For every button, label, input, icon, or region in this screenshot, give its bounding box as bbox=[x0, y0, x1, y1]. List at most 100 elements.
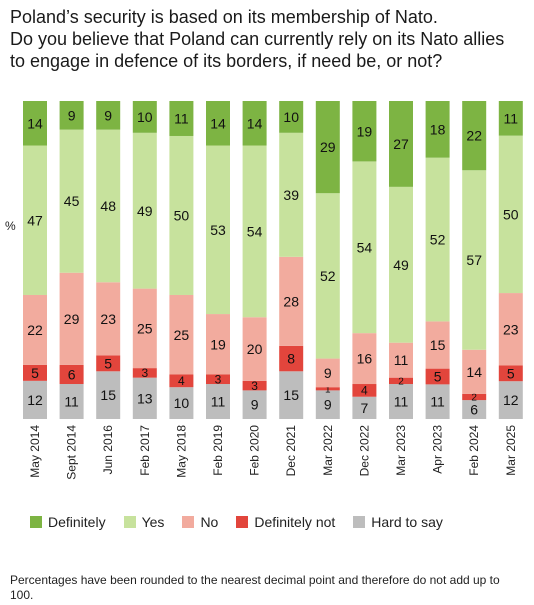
bar-segment-no bbox=[132, 288, 157, 369]
bar-segment-yes bbox=[169, 135, 194, 295]
data-label: 52 bbox=[320, 268, 336, 284]
data-label: 9 bbox=[68, 107, 76, 123]
bar-segment-hard-to-say bbox=[279, 371, 304, 419]
title-line-3: to engage in defence of its borders, if … bbox=[10, 51, 443, 71]
data-label: 14 bbox=[27, 115, 43, 131]
bar-segment-no bbox=[169, 294, 194, 375]
legend-item: No bbox=[182, 514, 218, 530]
bar-segment-yes bbox=[315, 193, 340, 359]
data-label: 25 bbox=[174, 327, 190, 343]
data-label: 50 bbox=[174, 208, 190, 224]
data-label: 22 bbox=[27, 322, 43, 338]
x-tick-label: May 2014 bbox=[28, 425, 42, 478]
chart-title: Poland’s security is based on its member… bbox=[10, 6, 530, 72]
bar-segment-definitely-not bbox=[96, 355, 121, 372]
data-label: 2 bbox=[471, 393, 477, 404]
data-label: 2 bbox=[398, 376, 404, 387]
legend-item: Hard to say bbox=[353, 514, 443, 530]
bar-segment-definitely bbox=[352, 101, 377, 162]
data-label: 11 bbox=[394, 352, 409, 368]
x-tick-label: Apr 2023 bbox=[431, 425, 445, 474]
data-label: 50 bbox=[503, 206, 519, 222]
data-label: 23 bbox=[503, 321, 519, 337]
bar-segment-definitely bbox=[279, 101, 304, 133]
data-label: 19 bbox=[357, 123, 373, 139]
data-label: 8 bbox=[287, 351, 295, 367]
data-label: 20 bbox=[247, 341, 263, 357]
bar-segment-yes bbox=[206, 145, 230, 315]
bar-segment-yes bbox=[279, 132, 304, 257]
legend-label: Definitely not bbox=[254, 514, 336, 530]
legend-swatch bbox=[30, 516, 42, 528]
bar-segment-definitely-not bbox=[169, 374, 194, 388]
data-label: 10 bbox=[137, 109, 153, 125]
bar-segment-hard-to-say bbox=[59, 384, 84, 419]
bar-segment-no bbox=[59, 272, 84, 365]
legend-swatch bbox=[236, 516, 249, 528]
legend-swatch bbox=[123, 516, 136, 528]
bar-segment-yes bbox=[242, 145, 267, 318]
chart-legend: Definitely Yes No Definitely not Hard to say bbox=[30, 514, 461, 530]
data-label: 9 bbox=[251, 397, 259, 413]
bar-segment-hard-to-say bbox=[389, 384, 413, 419]
bar-segment-definitely-not bbox=[462, 393, 487, 401]
data-label: 52 bbox=[430, 232, 446, 248]
x-tick-label: Feb 2017 bbox=[138, 425, 152, 476]
bar-segment-definitely bbox=[389, 101, 413, 187]
bar-segment-no bbox=[23, 294, 47, 365]
bar-segment-definitely bbox=[242, 101, 267, 146]
bar-segment-definitely bbox=[59, 101, 84, 130]
bar-segment-definitely-not bbox=[59, 364, 84, 385]
legend-swatch bbox=[182, 516, 195, 528]
legend-label: No bbox=[200, 514, 219, 530]
data-label: 27 bbox=[393, 136, 409, 152]
data-label: 57 bbox=[466, 252, 482, 268]
bar-segment-no bbox=[242, 317, 267, 381]
data-label: 12 bbox=[27, 392, 43, 408]
bar-segment-hard-to-say bbox=[352, 396, 377, 419]
data-label: 13 bbox=[137, 390, 153, 406]
bar-segment-no bbox=[389, 342, 413, 378]
legend-swatch bbox=[353, 516, 366, 528]
bar-segment-definitely bbox=[23, 101, 47, 146]
bar-segment-definitely bbox=[132, 101, 157, 133]
bar-segment-definitely bbox=[498, 101, 523, 136]
bar-segment-hard-to-say bbox=[23, 380, 47, 419]
x-tick-label: Dec 2021 bbox=[284, 425, 298, 477]
data-label: 10 bbox=[283, 109, 299, 125]
data-label: 54 bbox=[357, 239, 373, 255]
bar-segment-no bbox=[425, 321, 450, 369]
x-tick-label: Mar 2022 bbox=[321, 425, 335, 476]
bar-segment-no bbox=[462, 349, 487, 394]
bar-segment-hard-to-say bbox=[462, 400, 487, 419]
data-label: 49 bbox=[137, 203, 153, 219]
bar-segment-no bbox=[315, 358, 340, 388]
bar-segment-yes bbox=[462, 170, 487, 350]
y-axis-unit-label: % bbox=[5, 219, 16, 233]
title-line-1: Poland’s security is based on its member… bbox=[10, 7, 438, 27]
bar-segment-yes bbox=[425, 157, 450, 322]
bar-segment-hard-to-say bbox=[96, 371, 121, 419]
bar-segment-yes bbox=[132, 132, 157, 289]
x-tick-label: Feb 2020 bbox=[248, 425, 262, 476]
data-label: 54 bbox=[247, 223, 263, 239]
data-label: 1 bbox=[325, 384, 331, 395]
data-label: 3 bbox=[251, 379, 258, 393]
data-label: 11 bbox=[211, 394, 226, 410]
bar-segment-hard-to-say bbox=[425, 384, 450, 419]
bar-segment-no bbox=[96, 282, 121, 356]
legend-label: Hard to say bbox=[371, 514, 443, 530]
data-label: 6 bbox=[470, 402, 478, 418]
data-label: 18 bbox=[430, 121, 446, 137]
data-label: 3 bbox=[215, 373, 222, 387]
bar-segment-hard-to-say bbox=[132, 377, 157, 419]
data-label: 25 bbox=[137, 320, 153, 336]
data-label: 5 bbox=[507, 365, 515, 381]
legend-label: Yes bbox=[141, 514, 165, 530]
footnote: Percentages have been rounded to the nea… bbox=[10, 573, 500, 602]
data-label: 16 bbox=[357, 351, 373, 367]
data-label: 15 bbox=[430, 337, 446, 353]
data-label: 11 bbox=[174, 111, 189, 127]
bar-segment-definitely bbox=[315, 101, 340, 194]
bar-segment-definitely bbox=[96, 101, 121, 130]
